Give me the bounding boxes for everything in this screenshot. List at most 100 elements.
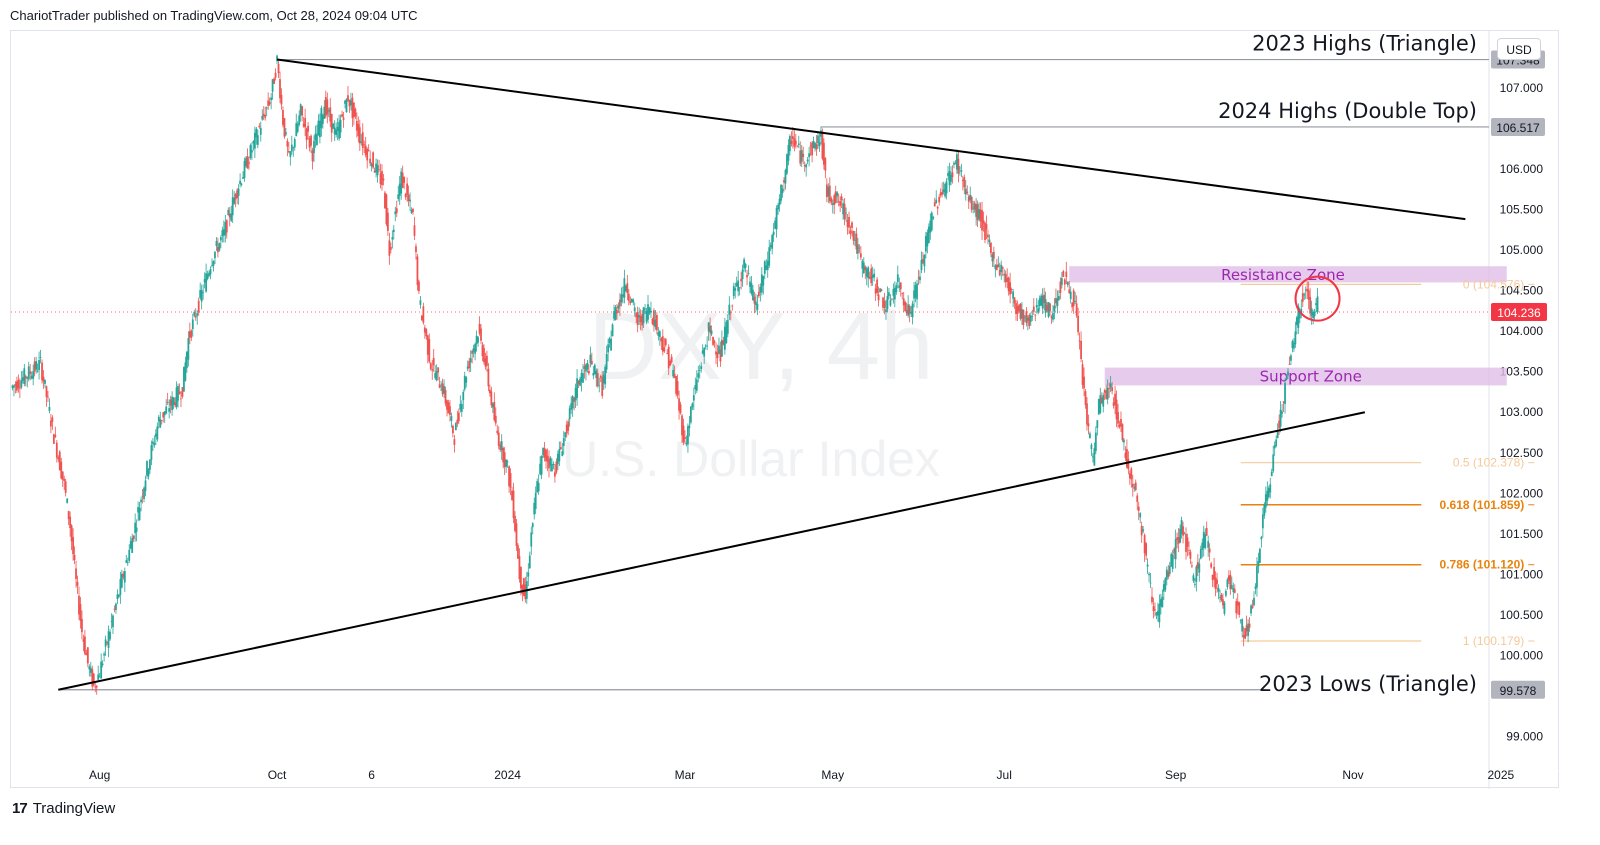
candle-body: [719, 349, 722, 362]
candle-body: [101, 663, 104, 666]
candle-body: [423, 327, 426, 333]
candle-body: [1216, 579, 1218, 584]
candle-body: [1253, 598, 1255, 606]
candle-body: [366, 148, 369, 161]
candle-body: [171, 396, 174, 410]
candle-body: [670, 356, 673, 363]
candle-body: [1266, 490, 1269, 501]
candle-body: [791, 136, 794, 140]
candle-body: [1058, 295, 1060, 300]
candle-body: [335, 129, 338, 136]
candle-body: [1180, 519, 1183, 535]
candle-body: [373, 170, 376, 173]
candle-body: [185, 351, 188, 368]
candle-body: [635, 313, 638, 318]
candle-body: [886, 295, 889, 310]
candle-body: [700, 366, 703, 370]
candle-body: [119, 579, 122, 595]
candle-body: [443, 386, 445, 394]
candle-body: [1123, 439, 1125, 443]
y-tick-label-13: 100.000: [1500, 649, 1544, 663]
candle-body: [188, 331, 191, 338]
candle-body: [760, 274, 763, 293]
candle-body: [1022, 309, 1025, 325]
candle-body: [280, 94, 283, 105]
candle-body: [197, 300, 200, 313]
candle-body: [534, 492, 537, 509]
candle-body: [595, 370, 598, 379]
candle-body: [1191, 565, 1193, 567]
fib-label-2: 0.618 (101.859): [1440, 498, 1525, 512]
candle-body: [292, 147, 295, 149]
candle-body: [444, 389, 447, 404]
candle-body: [169, 399, 172, 406]
candle-body: [976, 203, 979, 221]
candle-body: [104, 639, 107, 647]
candle-body: [175, 387, 178, 407]
candle-body: [496, 430, 499, 433]
candle-body: [268, 101, 271, 105]
candle-body: [831, 203, 834, 205]
candle-body: [1247, 623, 1249, 637]
candle-body: [123, 571, 126, 583]
x-tick-label-7: Sep: [1165, 768, 1187, 782]
candle-body: [672, 369, 675, 377]
candle-body: [821, 131, 824, 159]
candle-body: [1031, 316, 1034, 317]
candle-body: [675, 376, 677, 394]
candle-body: [1229, 574, 1232, 590]
candle-body: [1075, 303, 1078, 316]
candle-body: [382, 178, 385, 181]
candle-body: [902, 298, 905, 306]
candle-body: [283, 118, 286, 137]
candle-body: [755, 301, 757, 305]
candle-body: [531, 523, 534, 528]
candle-body: [67, 511, 70, 520]
candle-body: [964, 188, 967, 195]
candle-body: [285, 132, 287, 135]
candle-body: [131, 538, 134, 553]
candle-body: [228, 213, 231, 218]
watermark-name: U.S. Dollar Index: [562, 431, 940, 487]
candle-body: [259, 127, 262, 135]
currency-button[interactable]: USD: [1497, 38, 1541, 60]
candle-body: [728, 304, 731, 315]
highlight-circle: [1294, 275, 1341, 322]
candle-body: [183, 366, 185, 392]
candle-body: [1001, 267, 1004, 269]
candle-body: [1038, 298, 1041, 307]
candle-body: [706, 345, 709, 347]
candle-body: [756, 303, 759, 310]
candle-body: [703, 347, 706, 357]
candle-body: [392, 229, 395, 233]
candle-body: [960, 170, 963, 172]
candle-body: [854, 239, 856, 241]
footer-brand[interactable]: 17 TradingView: [12, 800, 115, 817]
candle-body: [1189, 551, 1192, 559]
candle-body: [323, 106, 326, 119]
candle-body: [823, 142, 825, 165]
level-tag-bg-2: [1491, 680, 1545, 699]
candle-body: [58, 451, 61, 471]
candle-body: [709, 325, 711, 333]
candle-body: [1275, 439, 1278, 447]
candle-body: [1226, 579, 1229, 588]
candle-body: [57, 457, 60, 460]
candle-body: [995, 264, 998, 270]
price-chart[interactable]: DXY, 4h U.S. Dollar Index 107.000 106.000 10…: [11, 31, 1560, 789]
candle-body: [134, 522, 137, 534]
candle-body: [737, 280, 740, 292]
candle-body: [1130, 468, 1133, 480]
candle-body: [456, 419, 459, 424]
candle-body: [440, 389, 442, 391]
y-tick-label-0: 107.000: [1500, 81, 1544, 95]
candle-body: [271, 79, 274, 92]
candle-body: [1312, 311, 1315, 319]
candle-body: [587, 370, 590, 374]
candle-body: [85, 652, 88, 656]
candle-body: [422, 306, 425, 323]
candle-body: [1094, 432, 1097, 451]
candle-body: [320, 107, 323, 128]
candle-body: [695, 379, 698, 391]
candle-body: [500, 441, 503, 451]
